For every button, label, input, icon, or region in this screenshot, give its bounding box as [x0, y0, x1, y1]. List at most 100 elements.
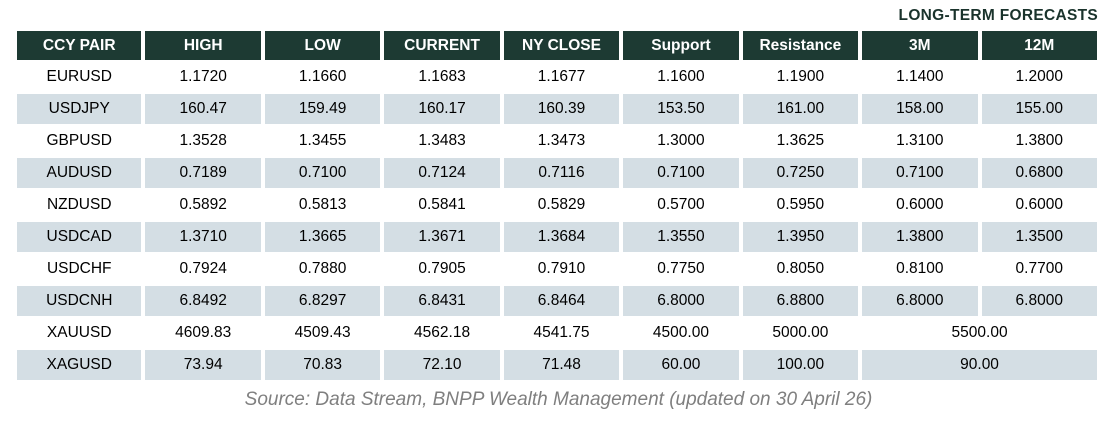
- value-cell: 1.3710: [145, 222, 261, 252]
- value-cell: 0.7189: [145, 158, 261, 188]
- value-cell: 1.3473: [503, 126, 620, 156]
- value-cell: 0.5700: [623, 190, 739, 220]
- value-cell: 0.7924: [145, 254, 261, 284]
- header-row: CCY PAIR HIGH LOW CURRENT NY CLOSE Support Res…: [17, 31, 1097, 60]
- value-cell: 4541.75: [503, 318, 620, 348]
- value-cell: 0.7124: [384, 158, 500, 188]
- column-header: 3M: [862, 31, 978, 60]
- value-cell: 5000.00: [742, 318, 859, 348]
- value-cell: 6.8800: [742, 286, 859, 316]
- column-header: CURRENT: [384, 31, 500, 60]
- value-cell: 0.7100: [264, 158, 381, 188]
- value-cell: 155.00: [981, 94, 1097, 124]
- value-cell: 0.6000: [862, 190, 978, 220]
- value-cell: 1.3665: [264, 222, 381, 252]
- value-cell: 60.00: [623, 350, 739, 380]
- value-cell: 1.1400: [862, 62, 978, 92]
- table-row: AUDUSD 0.7189 0.7100 0.7124 0.7116 0.7100 0.72…: [17, 158, 1097, 188]
- column-header: CCY PAIR: [17, 31, 142, 60]
- value-cell: 0.7250: [742, 158, 859, 188]
- value-cell: 1.1600: [623, 62, 739, 92]
- value-cell: 1.2000: [981, 62, 1097, 92]
- value-cell: 0.5950: [742, 190, 859, 220]
- value-cell: 160.17: [384, 94, 500, 124]
- value-cell: 1.3800: [981, 126, 1097, 156]
- value-cell: 161.00: [742, 94, 859, 124]
- value-cell: 0.5892: [145, 190, 261, 220]
- table-row: USDCHF 0.7924 0.7880 0.7905 0.7910 0.7750 0.80…: [17, 254, 1097, 284]
- value-cell: 6.8000: [862, 286, 978, 316]
- value-cell: 71.48: [503, 350, 620, 380]
- value-cell: 1.1683: [384, 62, 500, 92]
- value-cell: 4500.00: [623, 318, 739, 348]
- value-cell: 0.5841: [384, 190, 500, 220]
- value-cell: 0.7116: [503, 158, 620, 188]
- value-cell: 70.83: [264, 350, 381, 380]
- fx-table: CCY PAIR HIGH LOW CURRENT NY CLOSE Support Res…: [13, 29, 1101, 382]
- value-cell: 4509.43: [264, 318, 381, 348]
- ccy-pair-cell: USDCNH: [17, 286, 142, 316]
- table-row: USDJPY 160.47 159.49 160.17 160.39 153.50 161.…: [17, 94, 1097, 124]
- value-cell: 1.3684: [503, 222, 620, 252]
- table-row: NZDUSD 0.5892 0.5813 0.5841 0.5829 0.5700 0.59…: [17, 190, 1097, 220]
- value-cell: 1.3550: [623, 222, 739, 252]
- value-cell: 1.1720: [145, 62, 261, 92]
- value-cell: 1.3625: [742, 126, 859, 156]
- ccy-pair-cell: USDCHF: [17, 254, 142, 284]
- value-cell: 1.1677: [503, 62, 620, 92]
- column-header: Resistance: [742, 31, 859, 60]
- value-cell: 1.3000: [623, 126, 739, 156]
- ccy-pair-cell: GBPUSD: [17, 126, 142, 156]
- table-row: USDCAD 1.3710 1.3665 1.3671 1.3684 1.3550 1.39…: [17, 222, 1097, 252]
- value-cell: 159.49: [264, 94, 381, 124]
- value-cell: 6.8297: [264, 286, 381, 316]
- value-cell: 6.8431: [384, 286, 500, 316]
- value-cell: 0.6000: [981, 190, 1097, 220]
- table-row: USDCNH 6.8492 6.8297 6.8431 6.8464 6.8000 6.88…: [17, 286, 1097, 316]
- table-row: GBPUSD 1.3528 1.3455 1.3483 1.3473 1.3000 1.36…: [17, 126, 1097, 156]
- long-term-forecasts-label: LONG-TERM FORECASTS: [898, 7, 1098, 24]
- value-cell: 153.50: [623, 94, 739, 124]
- value-cell: 0.8100: [862, 254, 978, 284]
- ccy-pair-cell: XAUUSD: [17, 318, 142, 348]
- value-cell: 4609.83: [145, 318, 261, 348]
- value-cell: 0.7750: [623, 254, 739, 284]
- source-attribution: Source: Data Stream, BNPP Wealth Managem…: [244, 389, 873, 410]
- column-header: HIGH: [145, 31, 261, 60]
- value-cell: 100.00: [742, 350, 859, 380]
- value-cell: 1.3455: [264, 126, 381, 156]
- value-cell: 1.3500: [981, 222, 1097, 252]
- column-header: NY CLOSE: [503, 31, 620, 60]
- value-cell: 0.7100: [862, 158, 978, 188]
- value-cell: 160.39: [503, 94, 620, 124]
- value-cell: 1.3671: [384, 222, 500, 252]
- table-row: XAUUSD 4609.83 4509.43 4562.18 4541.75 4500.0…: [17, 318, 1097, 348]
- table-row: EURUSD 1.1720 1.1660 1.1683 1.1677 1.1600 1.19…: [17, 62, 1097, 92]
- ccy-pair-cell: USDJPY: [17, 94, 142, 124]
- value-cell: 158.00: [862, 94, 978, 124]
- value-cell: 1.3800: [862, 222, 978, 252]
- column-header: 12M: [981, 31, 1097, 60]
- value-cell: 1.3100: [862, 126, 978, 156]
- value-cell: 90.00: [862, 350, 1097, 380]
- value-cell: 6.8464: [503, 286, 620, 316]
- value-cell: 4562.18: [384, 318, 500, 348]
- fx-table-body: EURUSD 1.1720 1.1660 1.1683 1.1677 1.1600 1.19…: [17, 62, 1097, 380]
- ccy-pair-cell: NZDUSD: [17, 190, 142, 220]
- value-cell: 5500.00: [862, 318, 1097, 348]
- value-cell: 1.3528: [145, 126, 261, 156]
- column-header: Support: [623, 31, 739, 60]
- value-cell: 0.8050: [742, 254, 859, 284]
- value-cell: 0.7905: [384, 254, 500, 284]
- value-cell: 1.3483: [384, 126, 500, 156]
- value-cell: 0.6800: [981, 158, 1097, 188]
- value-cell: 6.8000: [623, 286, 739, 316]
- value-cell: 6.8000: [981, 286, 1097, 316]
- value-cell: 0.7880: [264, 254, 381, 284]
- fx-table-header: CCY PAIR HIGH LOW CURRENT NY CLOSE Support Res…: [17, 31, 1097, 60]
- ccy-pair-cell: AUDUSD: [17, 158, 142, 188]
- value-cell: 1.1660: [264, 62, 381, 92]
- value-cell: 0.7700: [981, 254, 1097, 284]
- value-cell: 0.7100: [623, 158, 739, 188]
